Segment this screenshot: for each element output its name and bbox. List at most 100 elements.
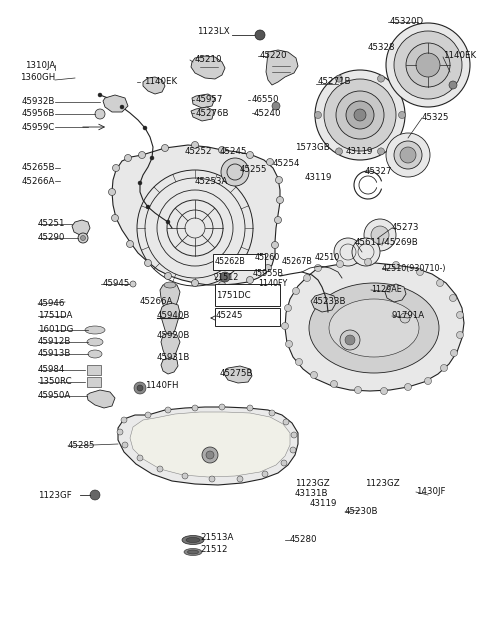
Text: 45273: 45273 xyxy=(392,223,420,232)
Circle shape xyxy=(303,275,311,282)
Ellipse shape xyxy=(188,550,199,554)
Text: 1140FH: 1140FH xyxy=(145,382,179,391)
Polygon shape xyxy=(72,220,90,235)
Text: 45245: 45245 xyxy=(220,147,248,156)
Text: 45253A: 45253A xyxy=(195,177,228,185)
Text: 1601DG: 1601DG xyxy=(38,325,73,334)
Text: 43131B: 43131B xyxy=(295,489,328,498)
Circle shape xyxy=(336,91,384,139)
Circle shape xyxy=(290,447,296,453)
Polygon shape xyxy=(112,145,280,285)
Text: 1360GH: 1360GH xyxy=(20,73,55,82)
Text: 45945: 45945 xyxy=(103,280,131,289)
Circle shape xyxy=(394,31,462,99)
Circle shape xyxy=(144,260,152,266)
Circle shape xyxy=(336,261,344,268)
Circle shape xyxy=(255,30,265,40)
Text: 45940B: 45940B xyxy=(157,311,191,320)
Circle shape xyxy=(134,382,146,394)
Circle shape xyxy=(314,265,322,272)
Text: 45240: 45240 xyxy=(254,108,281,118)
Circle shape xyxy=(336,148,343,155)
Circle shape xyxy=(143,126,147,130)
Text: 91791A: 91791A xyxy=(392,311,425,320)
Text: 45931B: 45931B xyxy=(157,353,191,363)
Ellipse shape xyxy=(164,282,176,288)
Polygon shape xyxy=(192,94,215,108)
Circle shape xyxy=(81,235,85,241)
Circle shape xyxy=(291,432,297,438)
Circle shape xyxy=(146,205,150,209)
Circle shape xyxy=(346,101,374,129)
Text: 1123GF: 1123GF xyxy=(38,491,72,499)
Circle shape xyxy=(364,258,372,265)
Circle shape xyxy=(218,146,226,153)
Circle shape xyxy=(206,451,214,459)
Text: 45230B: 45230B xyxy=(345,508,379,517)
Text: 1140EK: 1140EK xyxy=(144,77,177,87)
Circle shape xyxy=(456,332,464,339)
Circle shape xyxy=(247,277,253,284)
Circle shape xyxy=(124,154,132,161)
Circle shape xyxy=(247,151,253,158)
Text: 45920B: 45920B xyxy=(157,332,191,341)
Circle shape xyxy=(336,75,343,82)
Polygon shape xyxy=(161,333,180,365)
Ellipse shape xyxy=(184,549,202,556)
Circle shape xyxy=(371,226,389,244)
Circle shape xyxy=(121,417,127,423)
Circle shape xyxy=(95,109,105,119)
Circle shape xyxy=(165,272,171,280)
Circle shape xyxy=(441,365,447,372)
Ellipse shape xyxy=(85,326,105,334)
Circle shape xyxy=(324,79,396,151)
Circle shape xyxy=(355,387,361,394)
Circle shape xyxy=(283,419,289,425)
Circle shape xyxy=(161,144,168,151)
Circle shape xyxy=(264,265,272,272)
Text: 1573GB: 1573GB xyxy=(295,144,330,153)
Text: 1129AE: 1129AE xyxy=(371,285,402,294)
Circle shape xyxy=(137,385,143,391)
Ellipse shape xyxy=(182,536,204,544)
Circle shape xyxy=(138,181,142,185)
Circle shape xyxy=(281,460,287,466)
Text: 1751DC: 1751DC xyxy=(216,291,251,299)
Polygon shape xyxy=(285,263,464,391)
Text: 1123GZ: 1123GZ xyxy=(295,479,330,487)
Circle shape xyxy=(150,156,154,160)
Text: 45955B: 45955B xyxy=(253,270,284,279)
Circle shape xyxy=(237,476,243,482)
Polygon shape xyxy=(311,293,336,312)
Polygon shape xyxy=(191,56,225,79)
Circle shape xyxy=(424,377,432,384)
Circle shape xyxy=(272,242,278,249)
Text: 45220: 45220 xyxy=(260,51,288,61)
Circle shape xyxy=(285,304,291,311)
Circle shape xyxy=(220,272,230,282)
Circle shape xyxy=(436,280,444,287)
Circle shape xyxy=(98,93,102,97)
Polygon shape xyxy=(130,412,290,477)
Circle shape xyxy=(314,111,322,118)
Polygon shape xyxy=(87,390,115,408)
Bar xyxy=(215,284,280,306)
Text: 45271B: 45271B xyxy=(318,77,351,87)
Circle shape xyxy=(311,372,317,379)
Bar xyxy=(213,254,265,270)
Circle shape xyxy=(202,447,218,463)
Circle shape xyxy=(449,81,457,89)
Ellipse shape xyxy=(186,537,200,542)
Text: 43119: 43119 xyxy=(305,173,332,182)
Circle shape xyxy=(139,151,145,158)
Text: 1140EK: 1140EK xyxy=(443,51,476,60)
Text: 45912B: 45912B xyxy=(38,337,72,346)
Circle shape xyxy=(90,490,100,500)
Text: 45957: 45957 xyxy=(196,96,223,104)
Circle shape xyxy=(286,341,292,348)
Bar xyxy=(87,377,101,387)
Text: 45260: 45260 xyxy=(255,253,280,263)
Text: 46550: 46550 xyxy=(252,96,279,104)
Circle shape xyxy=(386,23,470,107)
Circle shape xyxy=(272,102,280,110)
